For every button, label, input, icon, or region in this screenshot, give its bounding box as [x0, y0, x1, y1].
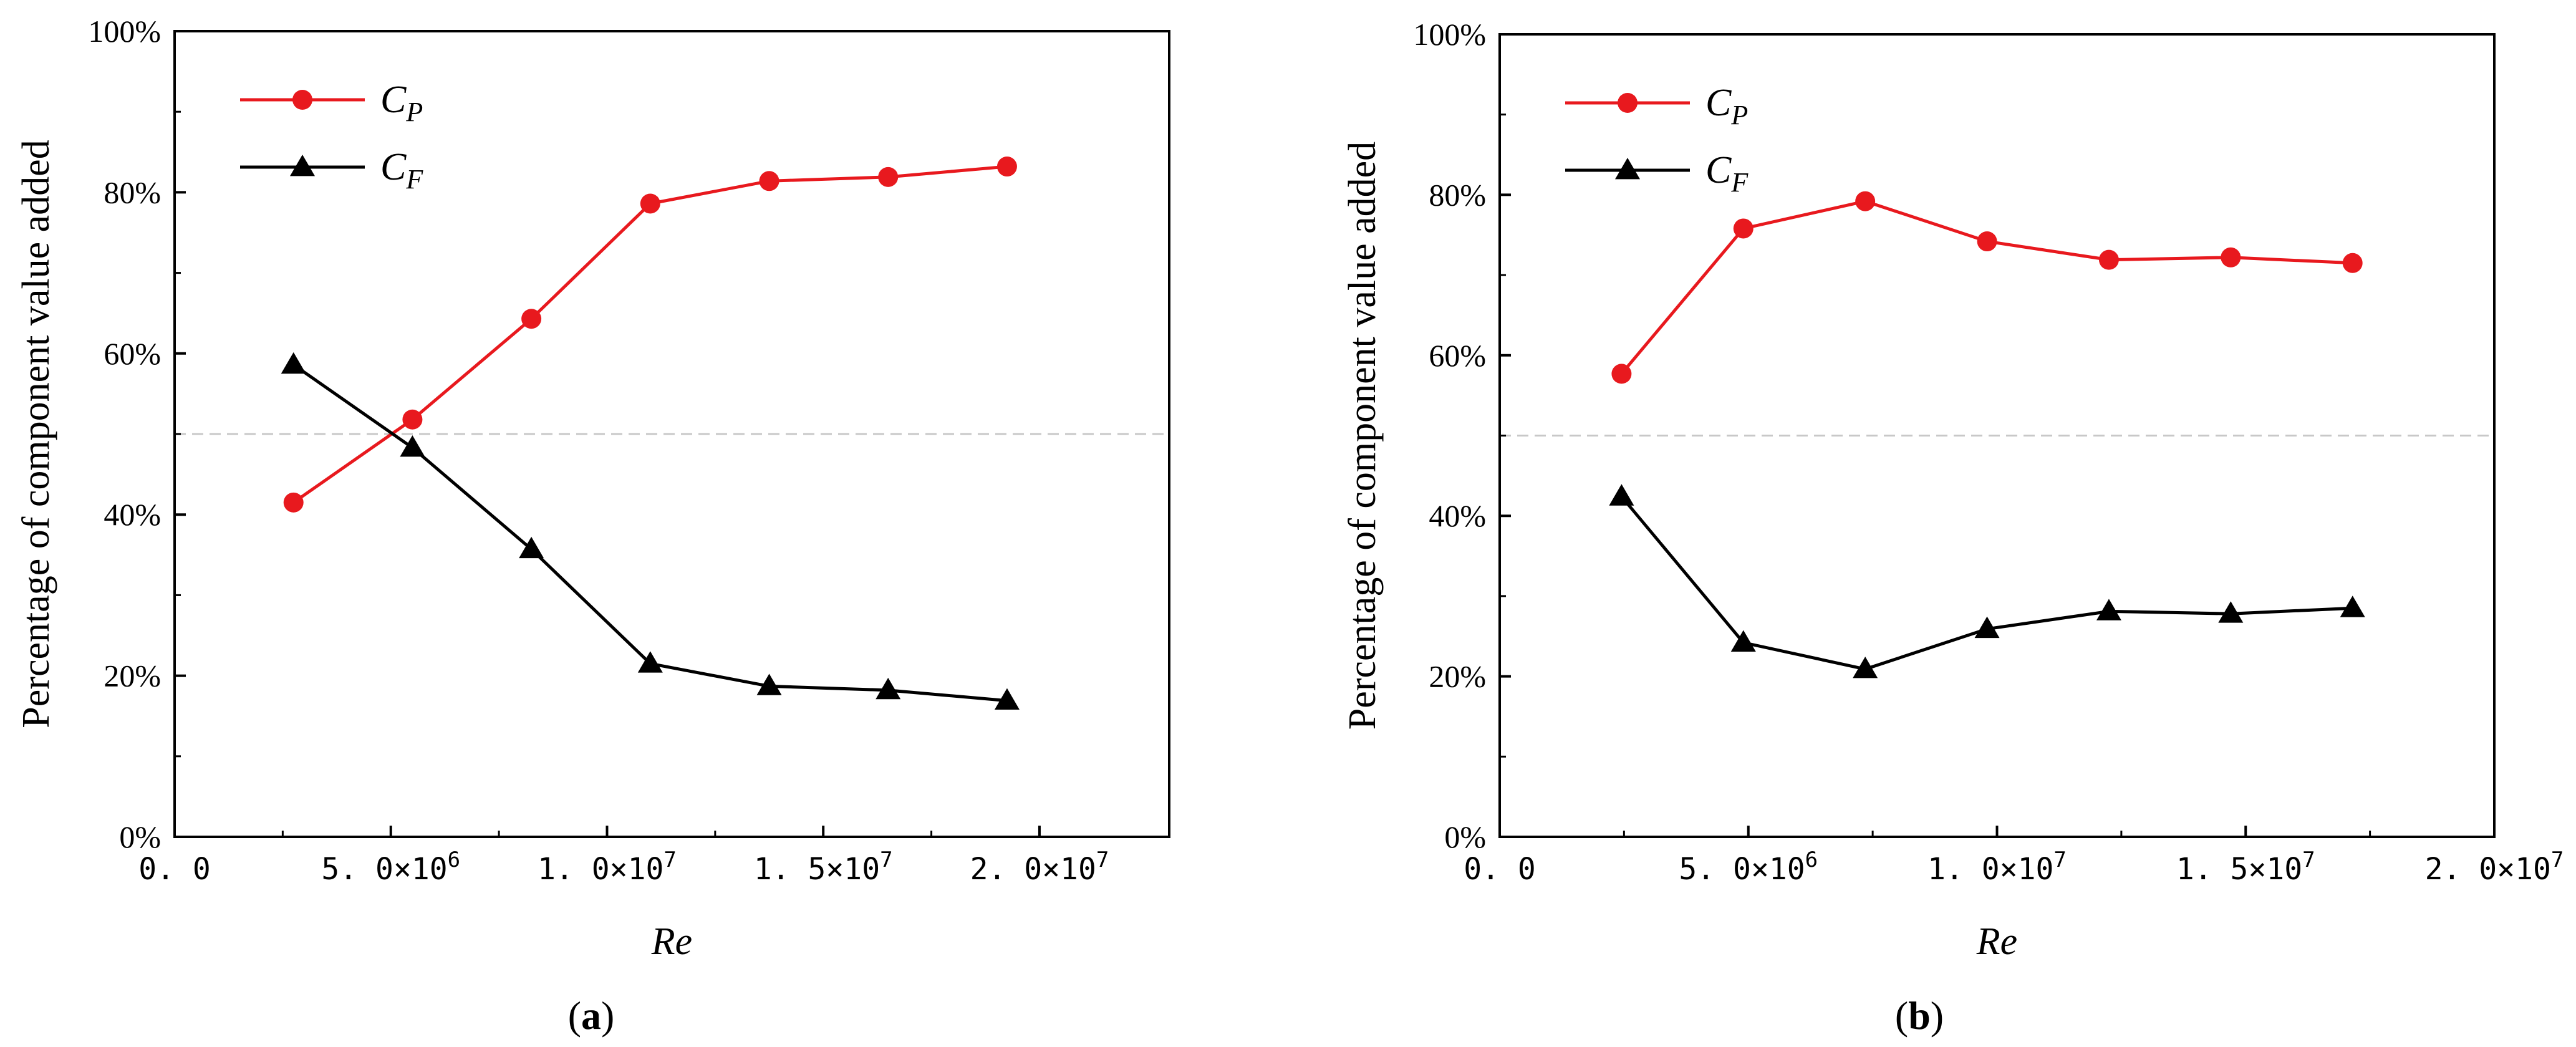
x-tick-label: 2. 0×107 — [970, 847, 1109, 887]
data-point-c-f — [281, 352, 306, 374]
legend-label-c-f: CF — [1705, 149, 1749, 198]
y-axis-label: Percentage of component value added — [15, 140, 57, 728]
data-point-c-f — [1853, 657, 1878, 678]
legend-marker-circle — [292, 90, 312, 110]
panel-label-b: (b) — [1895, 993, 1944, 1038]
data-point-c-f — [2096, 599, 2121, 620]
data-point-c-p — [759, 171, 779, 191]
chart-panel-a: 0% 20% 40% 60% 80% 100% 0. 0 5. 0×106 1. 0×107 1.… — [15, 14, 1170, 963]
data-point-c-p — [996, 157, 1017, 177]
panel-label-a: (a) — [568, 993, 615, 1038]
data-point-c-p — [283, 492, 304, 513]
y-tick-label: 60% — [104, 336, 161, 371]
x-tick-label: 5. 0×106 — [321, 847, 460, 887]
legend-marker-triangle — [1615, 158, 1640, 180]
y-axis-label: Percentage of component value added — [1341, 142, 1384, 730]
y-tick-label: 100% — [1413, 17, 1486, 52]
y-tick-label: 60% — [1429, 338, 1486, 373]
legend-label-c-p: CP — [1705, 82, 1748, 130]
y-tick-label: 80% — [1429, 177, 1486, 212]
y-tick-label: 100% — [88, 14, 161, 49]
data-point-c-f — [1609, 484, 1634, 506]
y-tick-label: 0% — [119, 819, 161, 854]
data-point-c-f — [994, 688, 1020, 710]
data-point-c-f — [1730, 630, 1756, 652]
x-tick-label: 1. 5×107 — [2176, 847, 2315, 887]
data-point-c-f — [1974, 616, 2000, 639]
data-point-c-p — [402, 409, 423, 430]
y-tick-label: 40% — [104, 497, 161, 532]
legend-marker-circle — [1618, 93, 1638, 113]
y-tick-label: 20% — [1429, 659, 1486, 694]
legend-label-c-p: CP — [380, 79, 423, 127]
data-point-c-p — [1977, 231, 1997, 252]
data-point-c-f — [400, 435, 425, 457]
data-point-c-f — [519, 536, 544, 559]
x-axis-label: Re — [1976, 920, 2017, 963]
data-point-c-f — [637, 651, 663, 673]
y-tick-label: 80% — [104, 175, 161, 210]
data-point-c-p — [640, 193, 660, 214]
data-point-c-p — [1733, 218, 1754, 239]
x-axis-label: Re — [651, 920, 692, 963]
x-tick-label: 2. 0×107 — [2425, 847, 2564, 887]
data-point-c-p — [2098, 249, 2119, 270]
data-point-c-f — [2218, 601, 2244, 623]
x-tick-label: 5. 0×106 — [1679, 847, 1818, 887]
y-tick-label: 40% — [1429, 498, 1486, 533]
data-point-c-p — [2221, 247, 2241, 268]
legend-marker-triangle — [290, 155, 315, 176]
x-tick-label: 0. 0 — [1464, 852, 1536, 887]
chart-panel-b: 0% 20% 40% 60% 80% 100% 0. 0 5. 0×106 1. 0×107 1.… — [1341, 17, 2564, 963]
data-point-c-p — [2342, 253, 2363, 273]
data-point-c-p — [878, 166, 899, 187]
data-point-c-f — [2340, 596, 2365, 617]
x-tick-label: 1. 5×107 — [754, 847, 893, 887]
x-tick-label: 0. 0 — [138, 852, 211, 887]
data-point-c-p — [1855, 191, 1876, 211]
legend-label-c-f: CF — [380, 146, 423, 195]
y-tick-label: 20% — [104, 659, 161, 693]
x-tick-label: 1. 0×107 — [538, 847, 677, 887]
x-tick-label: 1. 0×107 — [1927, 847, 2067, 887]
data-point-c-p — [521, 309, 542, 329]
data-point-c-f — [756, 673, 782, 695]
data-point-c-f — [876, 677, 901, 700]
data-point-c-p — [1611, 364, 1632, 384]
y-tick-label: 0% — [1444, 819, 1486, 854]
